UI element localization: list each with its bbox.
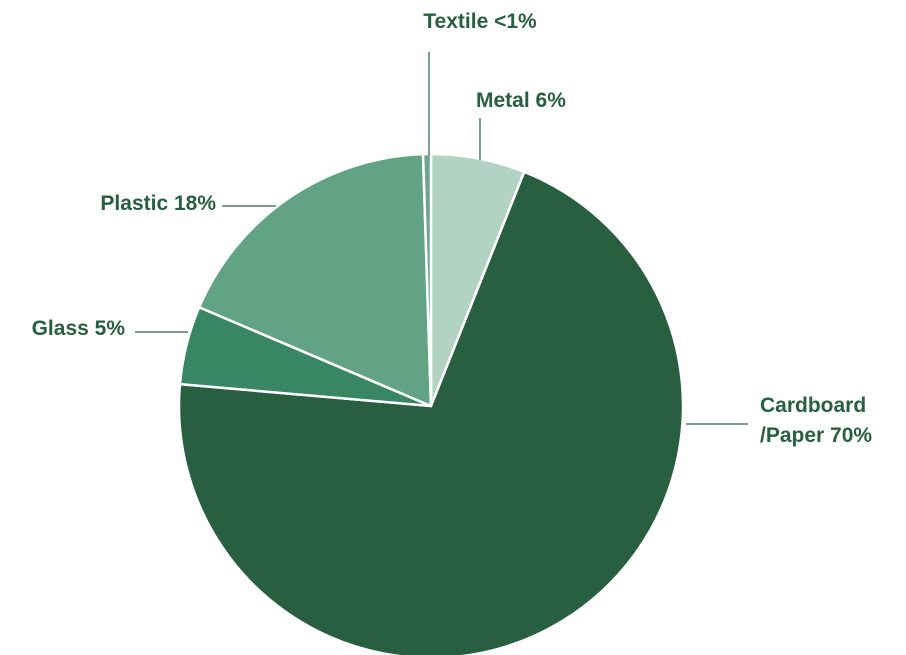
pie-slice-textile: [421, 152, 433, 408]
pie-slice-plastic: [197, 152, 433, 408]
slice-labels: Metal 6% Cardboard/Paper 70% Glass 5% Plast…: [32, 10, 873, 447]
slice-label-textile: Textile <1%: [423, 10, 537, 33]
slice-label-cardboard: Cardboard/Paper 70%: [760, 394, 872, 447]
slice-label-plastic: Plastic 18%: [100, 192, 216, 215]
slice-label-line: Glass 5%: [32, 317, 126, 340]
slice-label-glass: Glass 5%: [32, 317, 126, 340]
slice-label-line: Metal 6%: [476, 89, 566, 112]
slice-label-line: Plastic 18%: [100, 192, 216, 215]
pie-slices: [177, 152, 685, 655]
slice-label-metal: Metal 6%: [476, 89, 566, 112]
slice-label-line: /Paper 70%: [760, 424, 872, 447]
slice-label-line: Textile <1%: [423, 10, 537, 33]
pie-slice-cardboard: [177, 170, 685, 655]
slice-label-line: Cardboard: [760, 394, 866, 417]
leader-lines: [135, 52, 748, 425]
